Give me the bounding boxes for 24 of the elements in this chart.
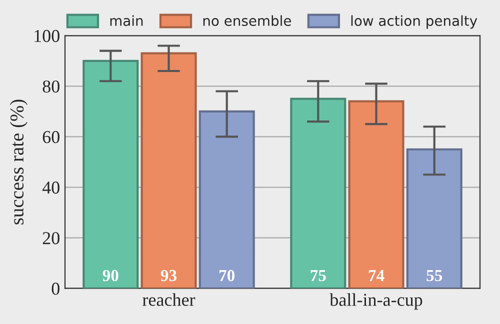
x-tick-label: ball-in-a-cup xyxy=(330,293,422,310)
bar xyxy=(290,98,346,288)
legend-label: main xyxy=(110,15,143,26)
y-tick-label: 40 xyxy=(42,182,60,194)
data-label: 75 xyxy=(310,270,326,282)
bar xyxy=(82,60,139,288)
data-label: 93 xyxy=(160,270,177,282)
y-tick-label: 0 xyxy=(52,282,60,295)
y-tick-label: 20 xyxy=(42,232,60,244)
data-label: 90 xyxy=(102,270,118,282)
bar xyxy=(198,110,255,288)
y-axis-title: success rate (%) xyxy=(10,100,28,224)
legend-label: no ensemble xyxy=(203,15,291,26)
x-tick-label: reacher xyxy=(142,293,196,306)
data-label: 55 xyxy=(426,270,442,282)
y-tick-label: 100 xyxy=(34,30,60,42)
y-tick-label: 60 xyxy=(42,130,60,144)
legend-label: low action penalty xyxy=(351,15,478,29)
bar xyxy=(406,148,462,288)
bar xyxy=(348,100,404,288)
data-label: 70 xyxy=(219,270,235,282)
y-tick-label: 80 xyxy=(42,80,60,93)
bar xyxy=(140,52,197,288)
data-label: 74 xyxy=(368,270,384,282)
